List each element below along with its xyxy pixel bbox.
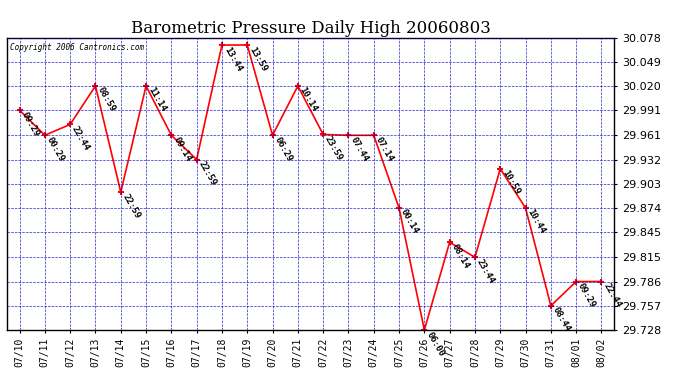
Text: 08:14: 08:14	[450, 242, 471, 270]
Text: 23:44: 23:44	[475, 257, 496, 285]
Text: 09:29: 09:29	[19, 110, 41, 138]
Text: 09:14: 09:14	[171, 135, 193, 163]
Text: 23:59: 23:59	[323, 135, 344, 162]
Title: Barometric Pressure Daily High 20060803: Barometric Pressure Daily High 20060803	[130, 20, 491, 38]
Text: 22:59: 22:59	[197, 159, 218, 187]
Text: 13:59: 13:59	[247, 45, 268, 73]
Text: 22:44: 22:44	[602, 282, 622, 309]
Text: 22:59: 22:59	[121, 192, 142, 220]
Text: 08:59: 08:59	[95, 86, 117, 114]
Text: 10:14: 10:14	[298, 86, 319, 114]
Text: 00:29: 00:29	[45, 135, 66, 163]
Text: 13:44: 13:44	[222, 45, 243, 73]
Text: 07:14: 07:14	[374, 135, 395, 163]
Text: 09:29: 09:29	[576, 282, 598, 309]
Text: 07:44: 07:44	[348, 135, 370, 163]
Text: 00:14: 00:14	[399, 208, 420, 236]
Text: 11:14: 11:14	[146, 86, 167, 114]
Text: 06:29: 06:29	[273, 135, 294, 163]
Text: 10:59: 10:59	[500, 169, 522, 196]
Text: 08:44: 08:44	[551, 306, 572, 333]
Text: 22:44: 22:44	[70, 124, 91, 152]
Text: Copyright 2006 Cantronics.com: Copyright 2006 Cantronics.com	[10, 44, 144, 52]
Text: 06:00: 06:00	[424, 330, 446, 358]
Text: 10:44: 10:44	[526, 208, 546, 236]
